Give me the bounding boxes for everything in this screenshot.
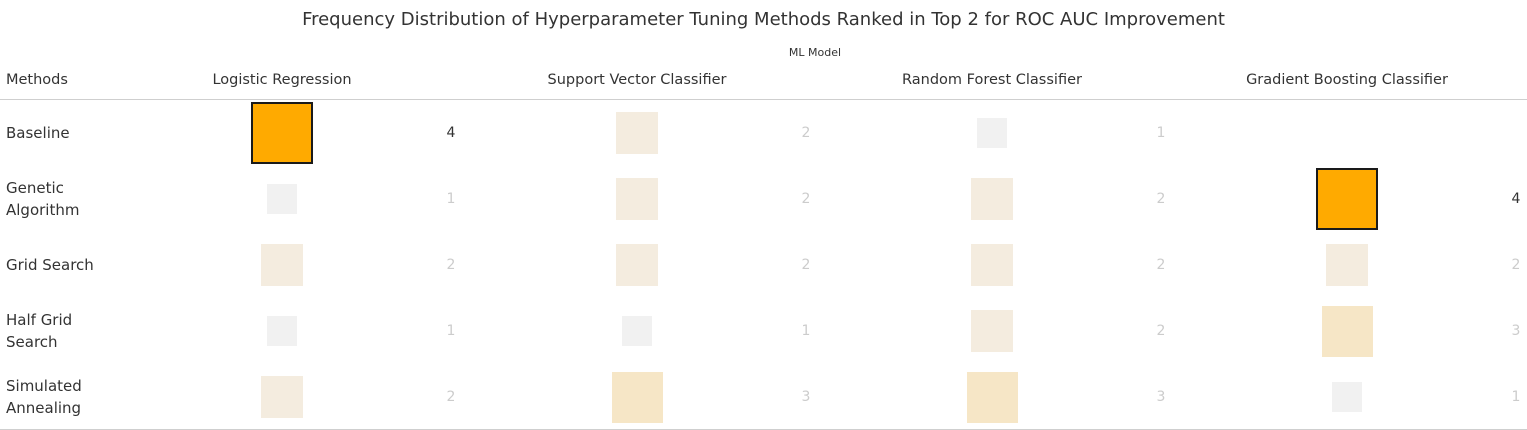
cell-value-r1-c3: 4	[1511, 191, 1521, 207]
cell-square-r2-c1	[616, 244, 658, 286]
cell-value-r4-c0: 2	[446, 389, 456, 405]
cell-value-r1-c0: 1	[446, 191, 456, 207]
cell-square-r1-c2	[971, 178, 1013, 220]
cell-value-r3-c1: 1	[801, 323, 811, 339]
row-field-label: Methods	[6, 72, 68, 88]
cell-square-r4-c0	[261, 376, 303, 418]
chart-title: Frequency Distribution of Hyperparameter…	[302, 9, 1225, 30]
cell-value-r2-c3: 2	[1511, 257, 1521, 273]
cell-square-r3-c0	[267, 316, 297, 346]
cell-square-r0-c2	[977, 118, 1007, 148]
cell-value-r4-c2: 3	[1156, 389, 1166, 405]
cell-value-r1-c1: 2	[801, 191, 811, 207]
header-divider	[0, 99, 1527, 100]
cell-square-r2-c0	[261, 244, 303, 286]
cell-value-r3-c3: 3	[1511, 323, 1521, 339]
cell-square-r1-c0	[267, 184, 297, 214]
cell-value-r2-c0: 2	[446, 257, 456, 273]
cell-square-r4-c1	[611, 371, 663, 423]
cell-square-r0-c0	[251, 102, 313, 164]
cell-value-r3-c2: 2	[1156, 323, 1166, 339]
cell-square-r0-c1	[616, 112, 658, 154]
cell-value-r2-c2: 2	[1156, 257, 1166, 273]
cell-value-r4-c1: 3	[801, 389, 811, 405]
cell-square-r3-c1	[622, 316, 652, 346]
column-group-label: ML Model	[788, 46, 842, 59]
cell-value-r3-c0: 1	[446, 323, 456, 339]
cell-square-r3-c2	[971, 310, 1013, 352]
cell-square-r2-c2	[971, 244, 1013, 286]
cell-value-r0-c1: 2	[801, 125, 811, 141]
cell-value-r4-c3: 1	[1511, 389, 1521, 405]
row-label-1: Genetic Algorithm	[6, 179, 80, 219]
cell-value-r1-c2: 2	[1156, 191, 1166, 207]
column-header-3: Gradient Boosting Classifier	[1246, 72, 1448, 88]
cell-square-r1-c3	[1316, 168, 1378, 230]
row-label-3: Half Grid Search	[6, 311, 73, 351]
column-header-0: Logistic Regression	[212, 72, 352, 88]
column-header-2: Random Forest Classifier	[902, 72, 1082, 88]
cell-square-r3-c3	[1321, 305, 1373, 357]
row-label-4: Simulated Annealing	[6, 377, 82, 417]
cell-square-r4-c3	[1332, 382, 1362, 412]
column-header-1: Support Vector Classifier	[547, 72, 727, 88]
row-label-2: Grid Search	[6, 256, 94, 274]
row-label-0: Baseline	[6, 124, 70, 142]
cell-square-r1-c1	[616, 178, 658, 220]
cell-value-r0-c0: 4	[446, 125, 456, 141]
cell-square-r2-c3	[1326, 244, 1368, 286]
cell-value-r0-c2: 1	[1156, 125, 1166, 141]
cell-square-r4-c2	[966, 371, 1018, 423]
cell-value-r2-c1: 2	[801, 257, 811, 273]
